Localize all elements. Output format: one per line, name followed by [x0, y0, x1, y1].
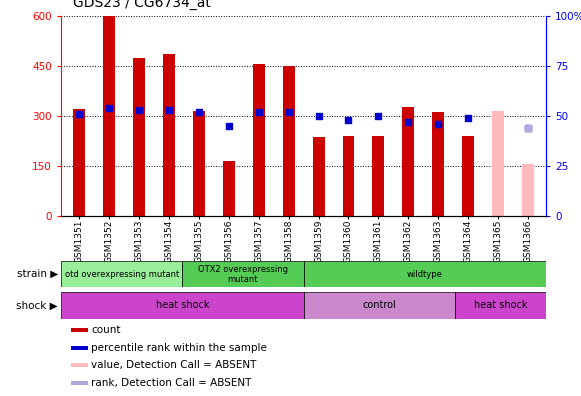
- Bar: [282, 66, 295, 216]
- Point: [254, 109, 263, 115]
- Bar: [103, 16, 115, 216]
- Point: [134, 107, 144, 113]
- Bar: [61, 261, 182, 287]
- Bar: [303, 292, 455, 319]
- Bar: [73, 109, 85, 216]
- Bar: [303, 261, 546, 287]
- Text: count: count: [91, 325, 121, 335]
- Text: GDS23 / CG6734_at: GDS23 / CG6734_at: [73, 0, 210, 10]
- Bar: [71, 328, 88, 332]
- Bar: [71, 346, 88, 350]
- Point: [284, 109, 293, 115]
- Bar: [462, 136, 474, 216]
- Point: [344, 117, 353, 123]
- Point: [374, 112, 383, 119]
- Point: [464, 115, 473, 121]
- Bar: [432, 112, 444, 216]
- Bar: [372, 136, 385, 216]
- Text: value, Detection Call = ABSENT: value, Detection Call = ABSENT: [91, 360, 256, 370]
- Point: [194, 109, 203, 115]
- Text: control: control: [363, 300, 396, 310]
- Bar: [343, 136, 354, 216]
- Bar: [71, 363, 88, 367]
- Bar: [133, 57, 145, 216]
- Bar: [403, 107, 414, 216]
- Text: OTX2 overexpressing
mutant: OTX2 overexpressing mutant: [198, 265, 288, 284]
- Text: heat shock: heat shock: [474, 300, 528, 310]
- Text: rank, Detection Call = ABSENT: rank, Detection Call = ABSENT: [91, 378, 252, 388]
- Bar: [522, 164, 534, 216]
- Text: heat shock: heat shock: [156, 300, 209, 310]
- Point: [433, 121, 443, 127]
- Point: [523, 125, 533, 131]
- Text: strain ▶: strain ▶: [17, 269, 58, 279]
- Point: [314, 112, 323, 119]
- Bar: [455, 292, 546, 319]
- Bar: [313, 137, 325, 216]
- Point: [224, 123, 234, 129]
- Bar: [492, 111, 504, 216]
- Point: [523, 125, 533, 131]
- Bar: [163, 54, 175, 216]
- Text: shock ▶: shock ▶: [16, 300, 58, 310]
- Point: [404, 119, 413, 125]
- Point: [74, 110, 84, 117]
- Bar: [223, 161, 235, 216]
- Point: [164, 107, 174, 113]
- Point: [104, 105, 113, 111]
- Bar: [182, 261, 303, 287]
- Bar: [71, 381, 88, 385]
- Bar: [193, 111, 205, 216]
- Text: percentile rank within the sample: percentile rank within the sample: [91, 343, 267, 352]
- Bar: [253, 64, 264, 216]
- Text: wildtype: wildtype: [407, 270, 443, 279]
- Text: otd overexpressing mutant: otd overexpressing mutant: [64, 270, 179, 279]
- Bar: [61, 292, 303, 319]
